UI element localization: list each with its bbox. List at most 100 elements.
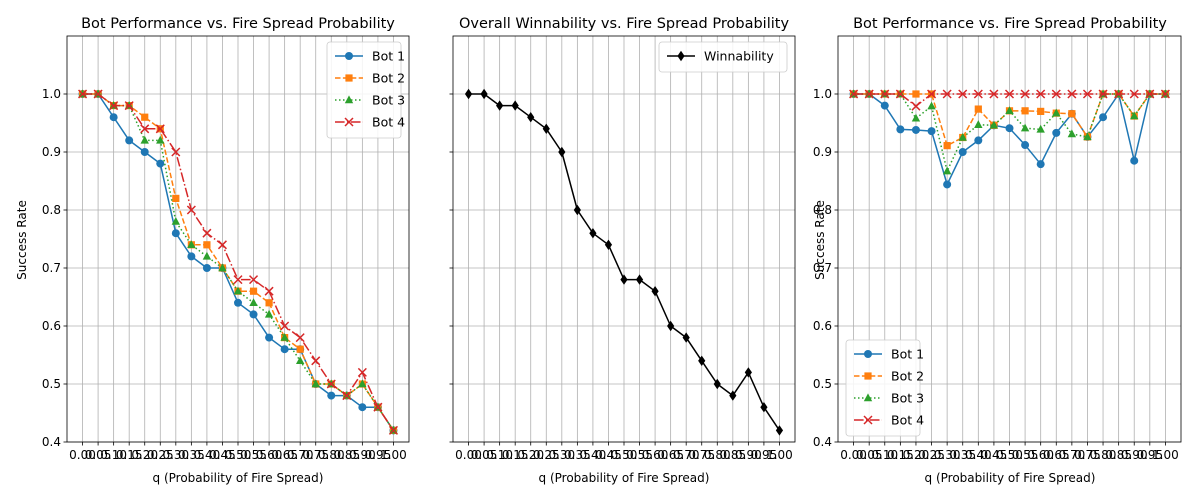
x-tick-label: 0.75: [1074, 448, 1101, 462]
x-tick-label: 0.55: [1012, 448, 1039, 462]
data-point: [1130, 111, 1139, 120]
data-point: [604, 239, 613, 250]
data-point: [864, 89, 874, 99]
x-tick-label: 1.00: [380, 448, 407, 462]
x-tick-label: 0.05: [471, 448, 498, 462]
x-tick-label: 0.85: [1105, 448, 1132, 462]
x-tick-label: 0.90: [735, 448, 762, 462]
y-tick-label: 0.4: [42, 435, 61, 449]
data-point: [344, 117, 354, 127]
x-tick-label: 0.80: [318, 448, 345, 462]
x-tick-label: 0.50: [996, 448, 1023, 462]
x-tick-label: 0.85: [333, 448, 360, 462]
x-axis-label: q (Probability of Fire Spread): [539, 471, 710, 485]
data-point: [264, 286, 274, 296]
x-tick-label: 0.65: [1043, 448, 1070, 462]
x-tick-label: 1.00: [766, 448, 793, 462]
data-point: [1037, 107, 1045, 115]
axes-frame: [837, 35, 1182, 443]
legend-item: Bot 2: [854, 369, 924, 384]
data-point: [496, 100, 504, 111]
x-tick-label: 0.70: [1059, 448, 1086, 462]
data-point: [249, 310, 258, 319]
data-point: [542, 123, 550, 134]
data-point: [1130, 156, 1139, 165]
x-axis: 0.000.050.100.150.200.250.300.350.400.45…: [69, 442, 407, 462]
data-point: [280, 345, 289, 354]
data-point: [140, 148, 149, 156]
x-tick-label: 0.15: [502, 448, 529, 462]
data-point: [880, 89, 890, 99]
data-point: [927, 101, 936, 110]
x-tick-label: 0.45: [595, 448, 622, 462]
data-point: [864, 350, 872, 358]
data-point: [1051, 89, 1061, 99]
x-tick-label: 0.20: [903, 448, 930, 462]
data-point: [989, 89, 999, 99]
data-point: [1052, 108, 1061, 117]
data-point: [187, 240, 196, 248]
legend-label: Bot 4: [891, 413, 924, 428]
x-tick-label: 0.75: [302, 448, 329, 462]
x-tick-label: 0.45: [981, 448, 1008, 462]
x-tick-label: 0.65: [657, 448, 684, 462]
data-point: [358, 403, 367, 412]
axes-frame: [452, 35, 796, 443]
data-point: [974, 120, 983, 128]
panel-bot-performance-1: Bot Performance vs. Fire Spread Probabil…: [15, 16, 410, 485]
x-tick-label: 0.15: [116, 448, 143, 462]
data-point: [863, 415, 873, 425]
y-axis: 0.4 0.5 0.6 0.7 0.8 0.9 1.0: [813, 87, 838, 449]
x-tick-label: 0.10: [100, 448, 127, 462]
data-point: [295, 356, 305, 364]
data-point: [942, 89, 952, 99]
series-bot-4: [849, 89, 1170, 111]
data-point: [311, 356, 321, 366]
data-point: [1005, 124, 1014, 133]
legend-box: [845, 339, 921, 437]
legend-label: Bot 1: [372, 49, 405, 64]
data-point: [1145, 89, 1155, 99]
x-tick-label: 0.90: [349, 448, 376, 462]
data-point: [78, 89, 88, 99]
data-point: [1021, 141, 1030, 150]
chart-title: Bot Performance vs. Fire Spread Probabil…: [853, 16, 1167, 32]
plot-area: 0.000.050.100.150.200.250.300.350.400.45…: [813, 35, 1182, 462]
legend-label: Bot 2: [372, 71, 405, 86]
panel-bot-performance-2: Bot Performance vs. Fire Spread Probabil…: [813, 16, 1182, 485]
data-point: [1021, 107, 1029, 115]
x-tick-label: 0.00: [840, 448, 867, 462]
chart-title: Overall Winnability vs. Fire Spread Prob…: [459, 16, 789, 32]
x-tick-label: 0.50: [611, 448, 638, 462]
x-axis-label: q (Probability of Fire Spread): [153, 471, 324, 485]
x-tick-label: 0.60: [256, 448, 283, 462]
legend-item: Bot 4: [854, 413, 924, 428]
data-point: [280, 333, 289, 341]
x-tick-label: 0.30: [548, 448, 575, 462]
data-point: [635, 274, 644, 285]
y-axis: 0.4 0.5 0.6 0.7 0.8 0.9 1.0: [42, 87, 67, 449]
y-tick-label: 0.8: [813, 203, 832, 217]
data-point: [775, 425, 784, 436]
x-tick-label: 0.40: [580, 448, 607, 462]
data-point: [311, 379, 320, 388]
grid: [453, 36, 795, 443]
data-point: [973, 89, 983, 99]
data-point: [342, 391, 352, 401]
data-point: [171, 147, 181, 157]
x-tick-label: 0.60: [1027, 448, 1054, 462]
x-tick-label: 0.65: [271, 448, 298, 462]
data-point: [942, 166, 952, 175]
data-point: [943, 142, 951, 150]
data-point: [974, 105, 982, 113]
data-point: [573, 204, 581, 216]
data-point: [1052, 128, 1061, 137]
data-point: [218, 263, 227, 272]
data-point: [265, 333, 274, 342]
x-tick-label: 0.75: [688, 448, 715, 462]
x-tick-label: 0.50: [225, 448, 252, 462]
data-point: [927, 89, 937, 99]
legend-item: Bot 1: [335, 49, 405, 64]
data-point: [760, 402, 768, 413]
data-point: [296, 345, 304, 353]
